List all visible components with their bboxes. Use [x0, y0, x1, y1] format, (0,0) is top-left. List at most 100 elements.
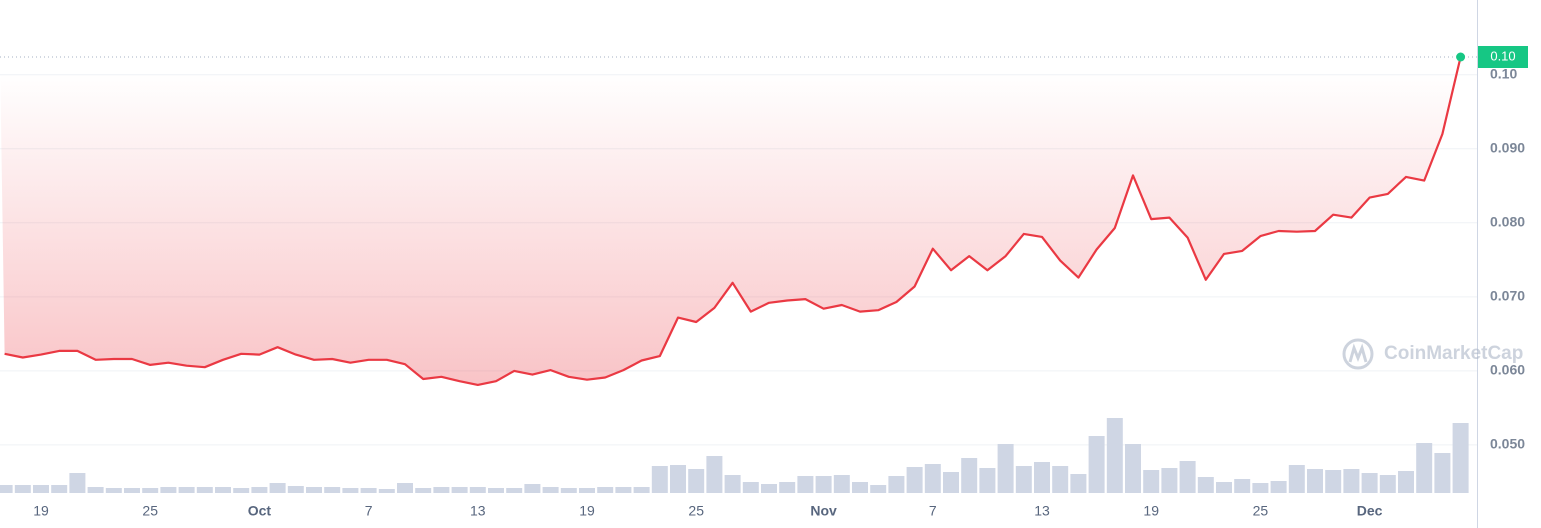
volume-bar — [1015, 466, 1032, 493]
volume-bar — [688, 469, 705, 493]
volume-bar — [469, 487, 486, 493]
volume-bar — [160, 487, 177, 493]
volume-bar — [251, 487, 268, 493]
last-point — [1456, 52, 1466, 62]
volume-bar — [979, 468, 996, 493]
volume-bar — [196, 487, 213, 493]
volume-bar — [997, 444, 1014, 493]
volume-bar — [1270, 481, 1287, 493]
last-label: 0.10 — [1490, 48, 1515, 63]
volume-bar — [1325, 470, 1342, 493]
last-label-box — [1478, 45, 1528, 68]
volume-bar — [1379, 475, 1396, 493]
volume-bar — [142, 488, 159, 493]
volume-bar — [651, 466, 668, 493]
volume-bar — [1070, 474, 1087, 493]
volume-bar — [1161, 468, 1178, 493]
volume-bar — [943, 472, 959, 493]
volume-bar — [360, 488, 377, 493]
volume-bar — [779, 482, 796, 493]
volume-bar — [215, 487, 231, 493]
volume-bar — [1052, 466, 1069, 493]
y-tick-label: 0.050 — [1490, 436, 1525, 452]
volume-bar — [87, 487, 104, 493]
volume-bar — [342, 488, 359, 493]
volume-bar — [670, 465, 686, 493]
volume-bar — [615, 487, 632, 493]
volume-bar — [797, 476, 814, 493]
volume-bar — [51, 485, 68, 493]
volume-bar — [833, 475, 850, 493]
volume-bar — [415, 488, 432, 493]
y-tick-label: 0.070 — [1490, 288, 1525, 304]
volume-bar — [269, 483, 286, 493]
y-tick-label: 0.060 — [1490, 362, 1525, 378]
volume-bar — [69, 473, 86, 493]
volume-bar — [1088, 436, 1105, 493]
x-tick-label: 7 — [929, 503, 937, 519]
price-line — [4, 56, 1462, 386]
volume-bar — [1416, 443, 1433, 493]
volume-bar — [542, 487, 559, 493]
volume-bar — [1343, 469, 1360, 493]
volume-bar — [852, 482, 868, 493]
volume-bar — [706, 456, 723, 493]
volume-bar — [1361, 473, 1378, 493]
volume-bar — [1234, 479, 1251, 493]
volume-bar — [1288, 465, 1305, 493]
volume-bar — [1143, 470, 1160, 493]
volume-bar — [742, 482, 759, 493]
volume-bar — [579, 488, 595, 493]
volume-bar — [306, 487, 322, 493]
volume-bar — [560, 488, 577, 493]
volume-bar — [33, 485, 49, 493]
x-tick-label: 19 — [33, 503, 49, 519]
y-tick-label: 0.080 — [1490, 214, 1525, 230]
volume-bar — [724, 475, 741, 493]
volume-bar — [961, 458, 978, 493]
x-tick-label: 19 — [1143, 503, 1159, 519]
x-tick-label: 19 — [579, 503, 595, 519]
volume-bar — [1106, 418, 1123, 493]
volume-bar — [1252, 483, 1269, 493]
x-tick-label: 25 — [142, 503, 158, 519]
x-tick-label: Nov — [810, 503, 837, 519]
volume-bar — [14, 485, 31, 493]
volume-bar — [524, 484, 541, 493]
volume-bar — [597, 487, 614, 493]
volume-bar — [378, 489, 395, 493]
volume-bar — [1434, 453, 1451, 493]
volume-bar — [1179, 461, 1196, 493]
volume-bar — [1452, 423, 1469, 493]
volume-bar — [1034, 462, 1050, 493]
volume-bar — [433, 487, 450, 493]
volume-bar — [633, 487, 650, 493]
x-tick-label: 25 — [1253, 503, 1269, 519]
watermark: CoinMarketCap — [1342, 338, 1523, 370]
volume-bar — [761, 484, 777, 493]
volume-bar — [324, 487, 341, 493]
x-tick-label: 25 — [688, 503, 704, 519]
volume-bar — [397, 483, 413, 493]
volume-bar — [105, 488, 122, 493]
x-tick-label: 13 — [470, 503, 486, 519]
x-tick-label: Dec — [1357, 503, 1383, 519]
volume-bar — [1216, 482, 1232, 493]
volume-bar — [124, 488, 140, 493]
volume-bar — [233, 488, 250, 493]
y-tick-label: 0.10 — [1490, 65, 1517, 81]
volume-bar — [888, 476, 905, 493]
x-tick-label: Oct — [248, 503, 272, 519]
volume-bar — [1307, 469, 1323, 493]
x-tick-label: 13 — [1034, 503, 1050, 519]
volume-bar — [451, 487, 468, 493]
volume-bar — [287, 486, 304, 493]
volume-bar — [1197, 477, 1214, 493]
watermark-text: CoinMarketCap — [1384, 343, 1523, 364]
volume-bar — [815, 476, 832, 493]
volume-bar — [906, 467, 923, 493]
y-tick-label: 0.090 — [1490, 139, 1525, 155]
volume-bar — [0, 485, 13, 493]
volume-bar — [178, 487, 195, 493]
